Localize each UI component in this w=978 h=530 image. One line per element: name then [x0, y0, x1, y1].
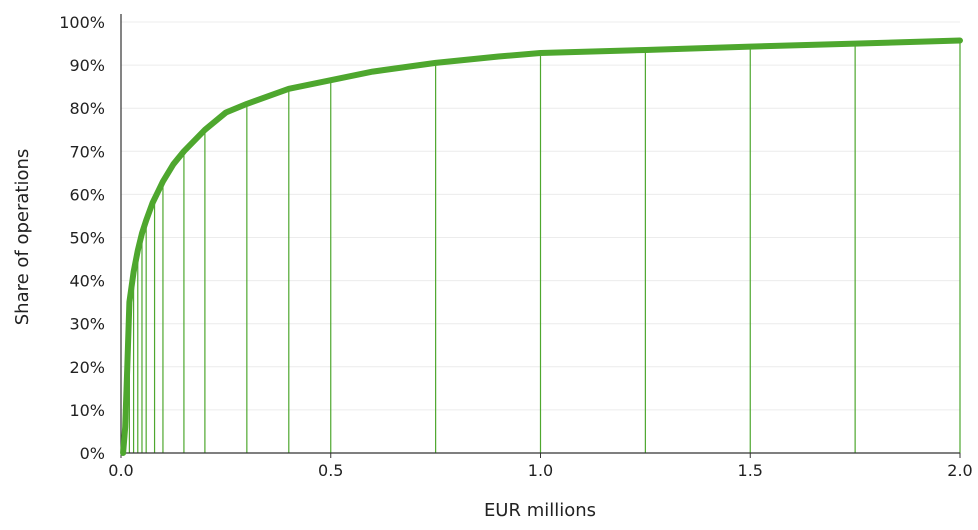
x-tick-label: 1.5 — [738, 461, 763, 480]
y-tick-label: 0% — [80, 444, 105, 463]
axes — [120, 14, 961, 458]
x-tick-label: 2.0 — [947, 461, 972, 480]
series-curve — [120, 37, 963, 456]
drop-lines — [128, 40, 961, 453]
x-tick-label: 0.5 — [318, 461, 343, 480]
x-tick-label: 0.0 — [108, 461, 133, 480]
y-axis-title: Share of operations — [12, 149, 33, 326]
y-tick-label: 70% — [69, 142, 105, 161]
y-tick-label: 20% — [69, 358, 105, 377]
y-tick-label: 60% — [69, 185, 105, 204]
y-tick-label: 100% — [59, 13, 105, 32]
x-axis-title: EUR millions — [484, 500, 596, 521]
series-line — [120, 37, 963, 456]
y-tick-label: 90% — [69, 56, 105, 75]
x-tick-label: 1.0 — [528, 461, 553, 480]
y-tick-label: 10% — [69, 401, 105, 420]
y-tick-label: 40% — [69, 272, 105, 291]
y-tick-label: 80% — [69, 99, 105, 118]
y-tick-label: 30% — [69, 315, 105, 334]
y-tick-label: 50% — [69, 229, 105, 248]
tick-labels: 0% 10% 20% 30% 40% 50% 60% 70% 80% 90% 100% 0.0 0.5 1… — [59, 13, 972, 480]
